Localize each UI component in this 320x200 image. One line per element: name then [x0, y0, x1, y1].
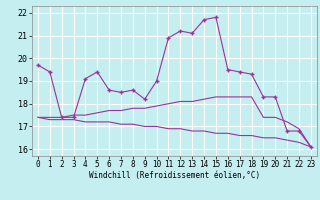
- X-axis label: Windchill (Refroidissement éolien,°C): Windchill (Refroidissement éolien,°C): [89, 171, 260, 180]
